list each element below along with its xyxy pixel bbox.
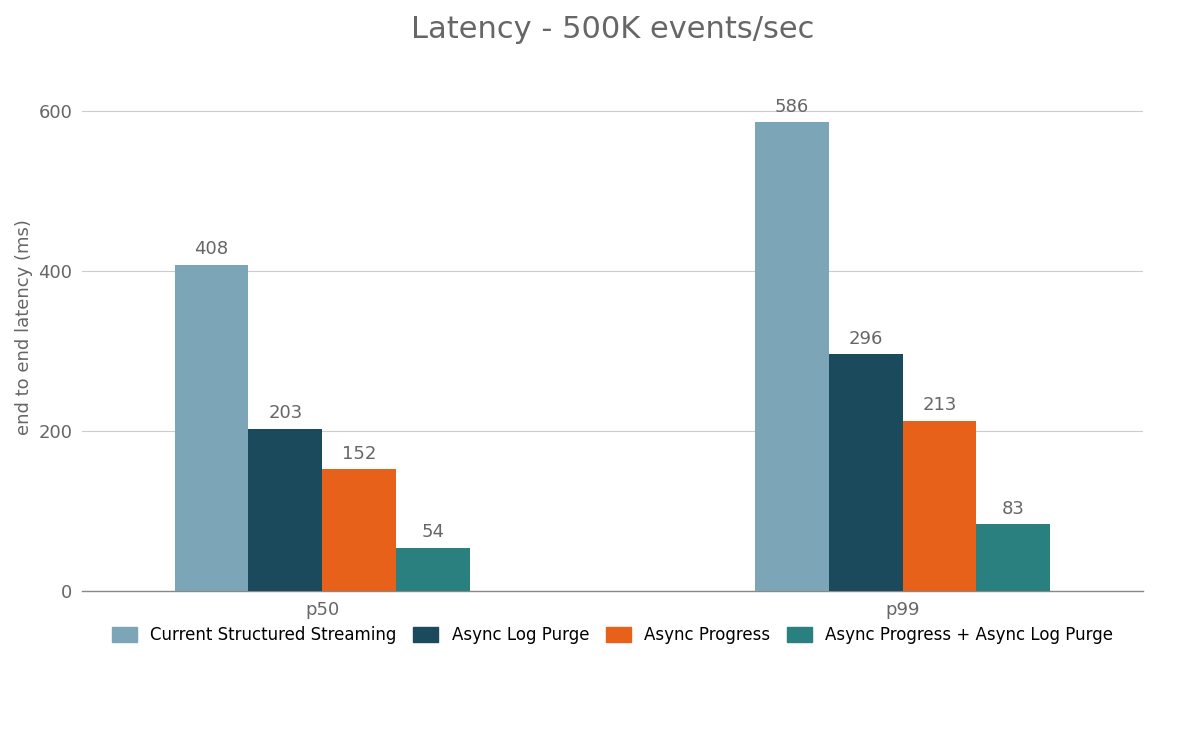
Bar: [977, 524, 1050, 591]
Text: 408: 408: [194, 240, 228, 258]
Bar: [902, 421, 977, 591]
Bar: [755, 123, 829, 591]
Text: 83: 83: [1002, 500, 1025, 518]
Text: 296: 296: [848, 329, 883, 347]
Y-axis label: end to end latency (ms): end to end latency (ms): [16, 219, 34, 435]
Text: 54: 54: [421, 523, 445, 542]
Bar: [829, 354, 902, 591]
Bar: [175, 264, 248, 591]
Bar: [323, 469, 396, 591]
Bar: [396, 548, 470, 591]
Text: 586: 586: [775, 98, 809, 116]
Text: 203: 203: [269, 404, 302, 422]
Text: 213: 213: [923, 396, 956, 414]
Legend: Current Structured Streaming, Async Log Purge, Async Progress, Async Progress + : Current Structured Streaming, Async Log …: [106, 620, 1120, 651]
Title: Latency - 500K events/sec: Latency - 500K events/sec: [410, 15, 814, 44]
Bar: [248, 429, 323, 591]
Text: 152: 152: [342, 445, 377, 463]
